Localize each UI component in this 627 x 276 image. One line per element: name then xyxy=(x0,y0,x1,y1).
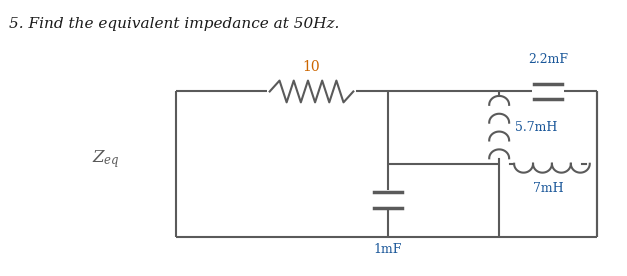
Text: 1mF: 1mF xyxy=(374,243,402,256)
Text: 5. Find the equivalent impedance at 50Hz.: 5. Find the equivalent impedance at 50Hz… xyxy=(9,17,340,31)
Text: 10: 10 xyxy=(303,60,320,74)
Text: 5.7mH: 5.7mH xyxy=(515,121,557,134)
Text: 7mH: 7mH xyxy=(533,182,563,195)
Text: 2.2mF: 2.2mF xyxy=(528,53,568,66)
Text: $Z_{eq}$: $Z_{eq}$ xyxy=(92,148,120,170)
